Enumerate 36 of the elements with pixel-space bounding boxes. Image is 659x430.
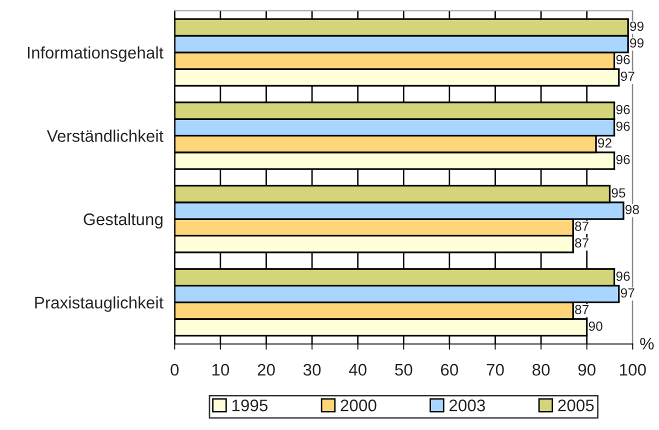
data-label: 96 — [616, 272, 630, 281]
data-label: 95 — [612, 188, 626, 198]
data-label: 99 — [630, 38, 644, 48]
x-tick-label: 80 — [532, 364, 550, 376]
x-tick-label: 30 — [303, 364, 321, 376]
x-tick-label: 90 — [578, 364, 596, 376]
legend-label: 1995 — [232, 400, 268, 412]
x-tick-label: 70 — [486, 364, 504, 376]
legend-label: 2003 — [449, 400, 485, 412]
data-label: 92 — [598, 138, 612, 148]
x-tick-label: 50 — [395, 364, 412, 376]
data-label: 87 — [575, 238, 588, 248]
y-tick-label: Verständlichkeit — [46, 130, 164, 142]
y-tick-label: Informationsgehalt — [28, 46, 164, 62]
y-tick-label: Gestaltung — [84, 212, 162, 229]
x-tick-label: 20 — [258, 364, 275, 376]
x-tick-label: 0 — [170, 364, 179, 376]
data-label: 96 — [616, 122, 630, 131]
data-label: 90 — [588, 322, 602, 331]
legend-label: 2000 — [340, 400, 376, 412]
legend-label: 2005 — [558, 400, 594, 412]
data-label: 97 — [620, 72, 634, 81]
data-label: 96 — [616, 104, 630, 114]
data-label: 87 — [575, 304, 588, 314]
y-tick-label: Praxistauglichkeit — [35, 296, 164, 312]
x-tick-label: 100 — [620, 364, 646, 376]
data-label: 99 — [630, 22, 644, 31]
x-tick-label: 10 — [212, 364, 230, 376]
x-axis-title: % — [640, 338, 654, 350]
x-tick-label: 40 — [348, 364, 366, 376]
data-label: 96 — [616, 54, 630, 64]
data-label: 97 — [620, 288, 634, 298]
data-label: 87 — [575, 222, 588, 231]
data-label: 98 — [625, 204, 639, 214]
data-label: 96 — [616, 154, 630, 164]
x-tick-label: 60 — [441, 364, 458, 376]
